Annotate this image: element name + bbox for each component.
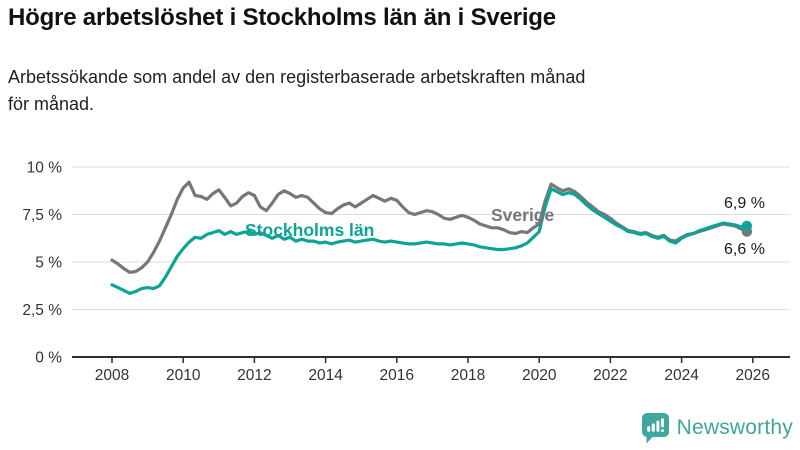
y-tick-label: 5 % <box>35 255 62 272</box>
x-tick-label: 2018 <box>451 367 485 384</box>
x-tick-label: 2014 <box>308 367 343 384</box>
page-subtitle: Arbetssökande som andel av den registerb… <box>8 64 585 118</box>
y-tick-label: 0 % <box>35 350 62 367</box>
page-title: Högre arbetslöshet i Stockholms län än i… <box>8 4 556 31</box>
series-line-stockholms-lan <box>110 187 749 295</box>
y-tick-label: 7,5 % <box>22 207 62 224</box>
x-tick-label: 2026 <box>736 367 770 384</box>
series-end-dot-stockholms-lan <box>741 220 753 232</box>
subtitle-line-1: Arbetssökande som andel av den registerb… <box>8 67 586 87</box>
series-label-sverige: Sverige <box>491 205 555 225</box>
x-tick-label: 2008 <box>95 367 129 384</box>
series-line-sverige <box>110 180 749 274</box>
newsworthy-brand-text: Newsworthy <box>676 416 793 439</box>
x-tick-label: 2022 <box>593 367 627 384</box>
x-tick-label: 2016 <box>380 367 414 384</box>
x-tick-label: 2024 <box>664 367 699 384</box>
series-label-stockholms-lan: Stockholms län <box>245 220 375 240</box>
subtitle-line-2: för månad. <box>8 94 95 114</box>
x-tick-label: 2020 <box>522 367 557 384</box>
x-tick-label: 2010 <box>166 367 201 384</box>
x-tick-label: 2012 <box>237 367 271 384</box>
end-value-label-stockholms-lan: 6,9 % <box>724 195 765 212</box>
y-tick-label: 2,5 % <box>22 302 62 319</box>
newsworthy-logo: Newsworthy <box>641 412 793 444</box>
newsworthy-logo-icon <box>641 413 669 444</box>
y-tick-label: 10 % <box>27 160 63 177</box>
end-value-label-sverige: 6,6 % <box>724 241 765 258</box>
